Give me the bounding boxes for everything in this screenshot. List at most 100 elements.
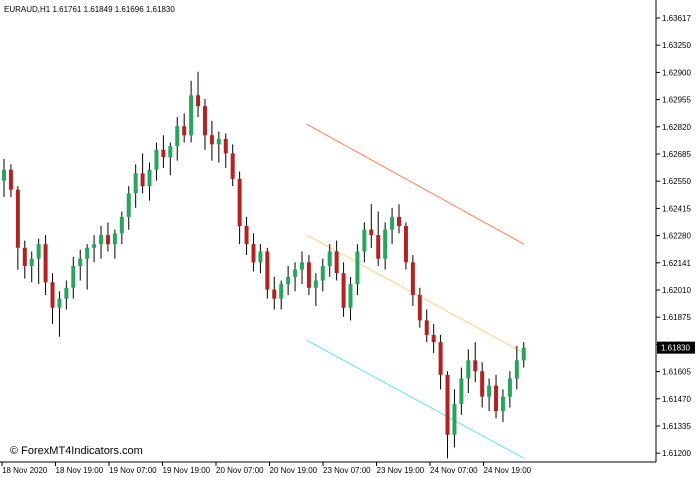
candle-body [8, 169, 13, 190]
candle [105, 222, 110, 252]
candle [202, 98, 207, 150]
candle [348, 276, 353, 321]
time-axis: 18 Nov 2020 18 Nov 19:00 19 Nov 07:00 19 No… [0, 461, 656, 475]
current-price-tag: 1.61830 [657, 341, 695, 354]
candle-body [112, 233, 117, 245]
candle-body [265, 251, 270, 290]
candle-body [119, 216, 124, 234]
candle [140, 153, 145, 194]
candle [514, 345, 519, 390]
price-tick-label: 1.61200 [662, 449, 691, 458]
candle-body [175, 126, 180, 147]
candle-body [36, 244, 41, 259]
candle [2, 158, 6, 197]
candle-body [78, 258, 83, 266]
watermark: © ForexMT4Indicators.com [10, 445, 143, 457]
candle-body [99, 235, 104, 245]
candle-body [341, 273, 346, 308]
candle [209, 120, 214, 161]
candle-body [299, 262, 304, 270]
candle-body [133, 173, 138, 194]
candle [521, 342, 526, 368]
candle [279, 280, 284, 310]
symbol-header: EURAUD,H1 1.61761 1.61849 1.61696 1.6183… [4, 5, 175, 14]
candle [397, 204, 402, 234]
time-tick-label: 23 Nov 07:00 [323, 466, 371, 475]
candle [341, 262, 346, 317]
candle [383, 222, 388, 270]
price-tick-label: 1.62900 [662, 68, 691, 77]
candle [147, 162, 152, 201]
candle-body [230, 153, 235, 179]
candle-body [355, 251, 360, 285]
candle-body [147, 169, 152, 187]
candle [334, 240, 339, 281]
candle [500, 389, 505, 423]
candle [168, 142, 173, 176]
candle-body [494, 385, 499, 412]
time-tick-label: 19 Nov 07:00 [109, 466, 157, 475]
candle [417, 287, 422, 328]
candle [223, 133, 228, 168]
candle-body [313, 280, 318, 288]
candle-body [306, 262, 311, 288]
candle [452, 389, 457, 448]
candle [299, 251, 304, 285]
candle [410, 255, 415, 306]
candle-body [237, 178, 242, 227]
candle [126, 186, 131, 230]
candle [71, 256, 76, 299]
candle-body [202, 106, 207, 136]
candle [99, 226, 104, 259]
price-tick-label: 1.61335 [662, 422, 691, 431]
candle [480, 362, 485, 408]
candle-body [92, 244, 97, 248]
candle [57, 291, 62, 337]
candle-body [15, 189, 20, 248]
candle-body [473, 360, 478, 372]
candle-body [521, 347, 526, 361]
candle-body [29, 258, 34, 266]
candle [265, 247, 270, 299]
candle-body [258, 251, 263, 263]
candle-body [189, 95, 194, 136]
candle [161, 135, 166, 168]
candle [473, 342, 478, 383]
candle-body [320, 265, 325, 281]
candle [182, 113, 187, 143]
candle [43, 235, 48, 295]
candle [189, 80, 194, 143]
candle-body [209, 135, 214, 145]
candle-body [50, 282, 55, 308]
price-tick-label: 1.61605 [662, 368, 691, 377]
candle-body [64, 287, 69, 299]
candle-body [154, 149, 159, 170]
candle [507, 371, 512, 408]
candle [369, 204, 374, 248]
candle-body [244, 226, 249, 245]
price-tick-label: 1.62415 [662, 204, 691, 213]
candle-body [452, 403, 457, 435]
candle-body [362, 229, 367, 252]
time-tick-label: 23 Nov 19:00 [377, 466, 425, 475]
candle-body [327, 251, 332, 266]
time-tick-label: 18 Nov 2020 [2, 466, 48, 475]
candle-body [216, 138, 221, 145]
candle [459, 367, 464, 415]
candle [376, 211, 381, 266]
candle-body [369, 229, 374, 236]
candle-body [424, 320, 429, 335]
time-tick-label: 20 Nov 19:00 [270, 466, 318, 475]
candle [487, 378, 492, 412]
candle [78, 249, 83, 281]
candle-body [417, 294, 422, 321]
candle-body [410, 262, 415, 295]
candle [466, 349, 471, 394]
candle-body [466, 360, 471, 379]
candle [175, 117, 180, 161]
price-tick-label: 1.63617 [662, 14, 691, 23]
price-tick-label: 1.62550 [662, 177, 691, 186]
candle [313, 273, 318, 306]
